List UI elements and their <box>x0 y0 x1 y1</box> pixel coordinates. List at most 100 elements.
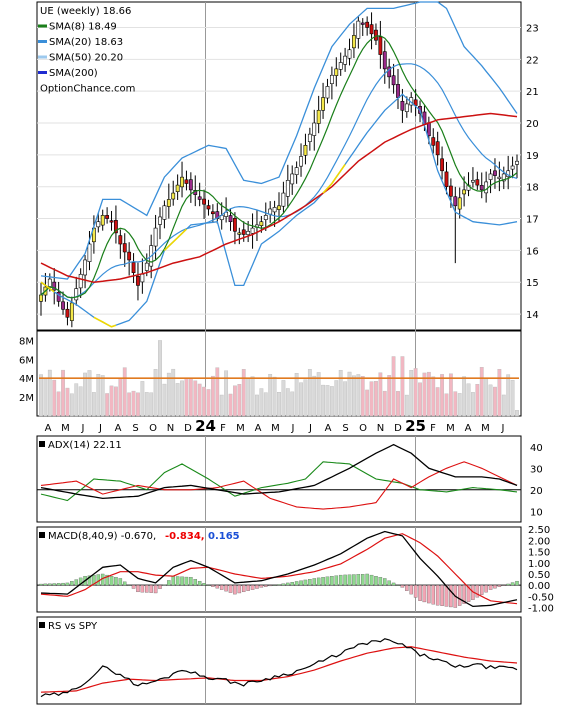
volume-bar <box>418 382 422 417</box>
volume-bar <box>91 392 96 417</box>
volume-bar <box>404 394 409 417</box>
macd-histogram-bar <box>127 585 131 586</box>
candle-body <box>325 86 330 99</box>
macd-histogram-bar <box>92 574 96 586</box>
candle-body <box>515 160 519 165</box>
panel-frames <box>36 1 522 705</box>
candle-body <box>136 275 140 286</box>
candle-body <box>471 180 475 183</box>
macd-histogram-bar <box>122 581 127 586</box>
month-label: M <box>236 423 245 434</box>
volume-bar <box>285 388 290 417</box>
macd-histogram-bar <box>233 585 237 595</box>
sma20-line <box>40 63 518 299</box>
volume-bar <box>184 377 189 417</box>
volume-bar <box>356 374 361 417</box>
candle-body <box>39 294 43 302</box>
volume-bar <box>294 373 299 417</box>
macd-histogram-bar <box>418 585 422 601</box>
volume-bar <box>453 391 458 417</box>
macd-histogram-bar <box>316 577 321 586</box>
candle-body <box>105 215 110 219</box>
macd-tick-label: 0.00 <box>528 581 550 592</box>
volume-bar <box>426 371 431 417</box>
macd-histogram-bar <box>118 578 123 586</box>
plus-di-line <box>40 461 518 502</box>
candle-body <box>303 145 308 156</box>
volume-bar <box>321 384 325 417</box>
candle-body <box>307 133 312 142</box>
volume-bar <box>277 392 281 417</box>
macd-histogram-bar <box>246 585 250 591</box>
candle-body <box>114 220 118 234</box>
volume-bar <box>52 379 57 417</box>
candle-body <box>188 179 193 191</box>
macd-histogram-bar <box>175 576 180 586</box>
macd-histogram-bar <box>277 584 281 586</box>
candle-body <box>233 218 237 232</box>
candle-body <box>74 288 79 301</box>
sma8-line <box>40 35 518 299</box>
candle-body <box>61 301 65 310</box>
candle-body <box>488 173 493 180</box>
candle-body <box>479 185 484 191</box>
price-panel <box>39 1 519 328</box>
candle-body <box>87 243 92 262</box>
volume-bar <box>140 381 145 417</box>
volume-bar <box>409 370 414 417</box>
month-label: S <box>132 423 138 434</box>
candle-body <box>396 84 400 98</box>
candle-body <box>166 199 171 207</box>
volume-bar <box>338 370 343 417</box>
macd-tick-label: 2.50 <box>528 525 550 536</box>
macd-histogram-bar <box>264 585 268 587</box>
macd-histogram-bar <box>184 576 189 586</box>
macd-histogram-bar <box>387 580 391 586</box>
volume-bar <box>391 356 396 417</box>
volume-bar <box>444 393 449 417</box>
price-panel-frame <box>36 1 522 331</box>
candle-body <box>475 179 480 186</box>
month-label: A <box>255 423 262 434</box>
rs-line <box>40 638 518 698</box>
volume-bar <box>303 379 308 417</box>
volume-bar <box>347 371 352 417</box>
candle-body <box>281 192 286 207</box>
volume-bar <box>400 356 405 417</box>
volume-bar <box>237 384 242 417</box>
candle-body <box>83 259 87 276</box>
macd-histogram-bar <box>343 574 347 586</box>
macd-histogram-bar <box>78 577 83 586</box>
candle-body <box>440 158 444 172</box>
volume-bar <box>352 375 356 417</box>
month-label: J <box>291 423 295 434</box>
volume-bar <box>325 385 330 417</box>
candle-body <box>374 29 378 41</box>
macd-histogram-bar <box>65 582 70 586</box>
candle-body <box>329 74 334 84</box>
volume-bar <box>96 374 101 417</box>
candle-body <box>228 215 233 223</box>
price-tick-label: 16 <box>526 246 539 257</box>
month-label: J <box>501 423 505 434</box>
volume-bar <box>497 369 502 417</box>
macd-histogram-bar <box>149 585 153 593</box>
candle-body <box>360 22 365 25</box>
adx-line <box>40 443 518 500</box>
candle-body <box>400 101 405 111</box>
chart-labels: A M J J A S O N D 24 F M A M J J A S O N D 25 F M A M J14151617181… <box>19 6 554 632</box>
candle-body <box>457 197 462 210</box>
volume-bar <box>241 369 246 417</box>
macd-histogram-bar <box>189 577 193 586</box>
rs-label-marker <box>39 622 45 628</box>
macd-histogram-bar <box>290 582 294 586</box>
candle-body <box>290 173 295 185</box>
month-label: M <box>271 423 280 434</box>
macd-histogram-bar <box>308 579 312 586</box>
volume-bar <box>83 372 87 417</box>
volume-bar <box>484 378 489 417</box>
price-tick-label: 19 <box>526 151 539 162</box>
candle-body <box>497 176 502 179</box>
macd-signal-line <box>40 533 518 605</box>
